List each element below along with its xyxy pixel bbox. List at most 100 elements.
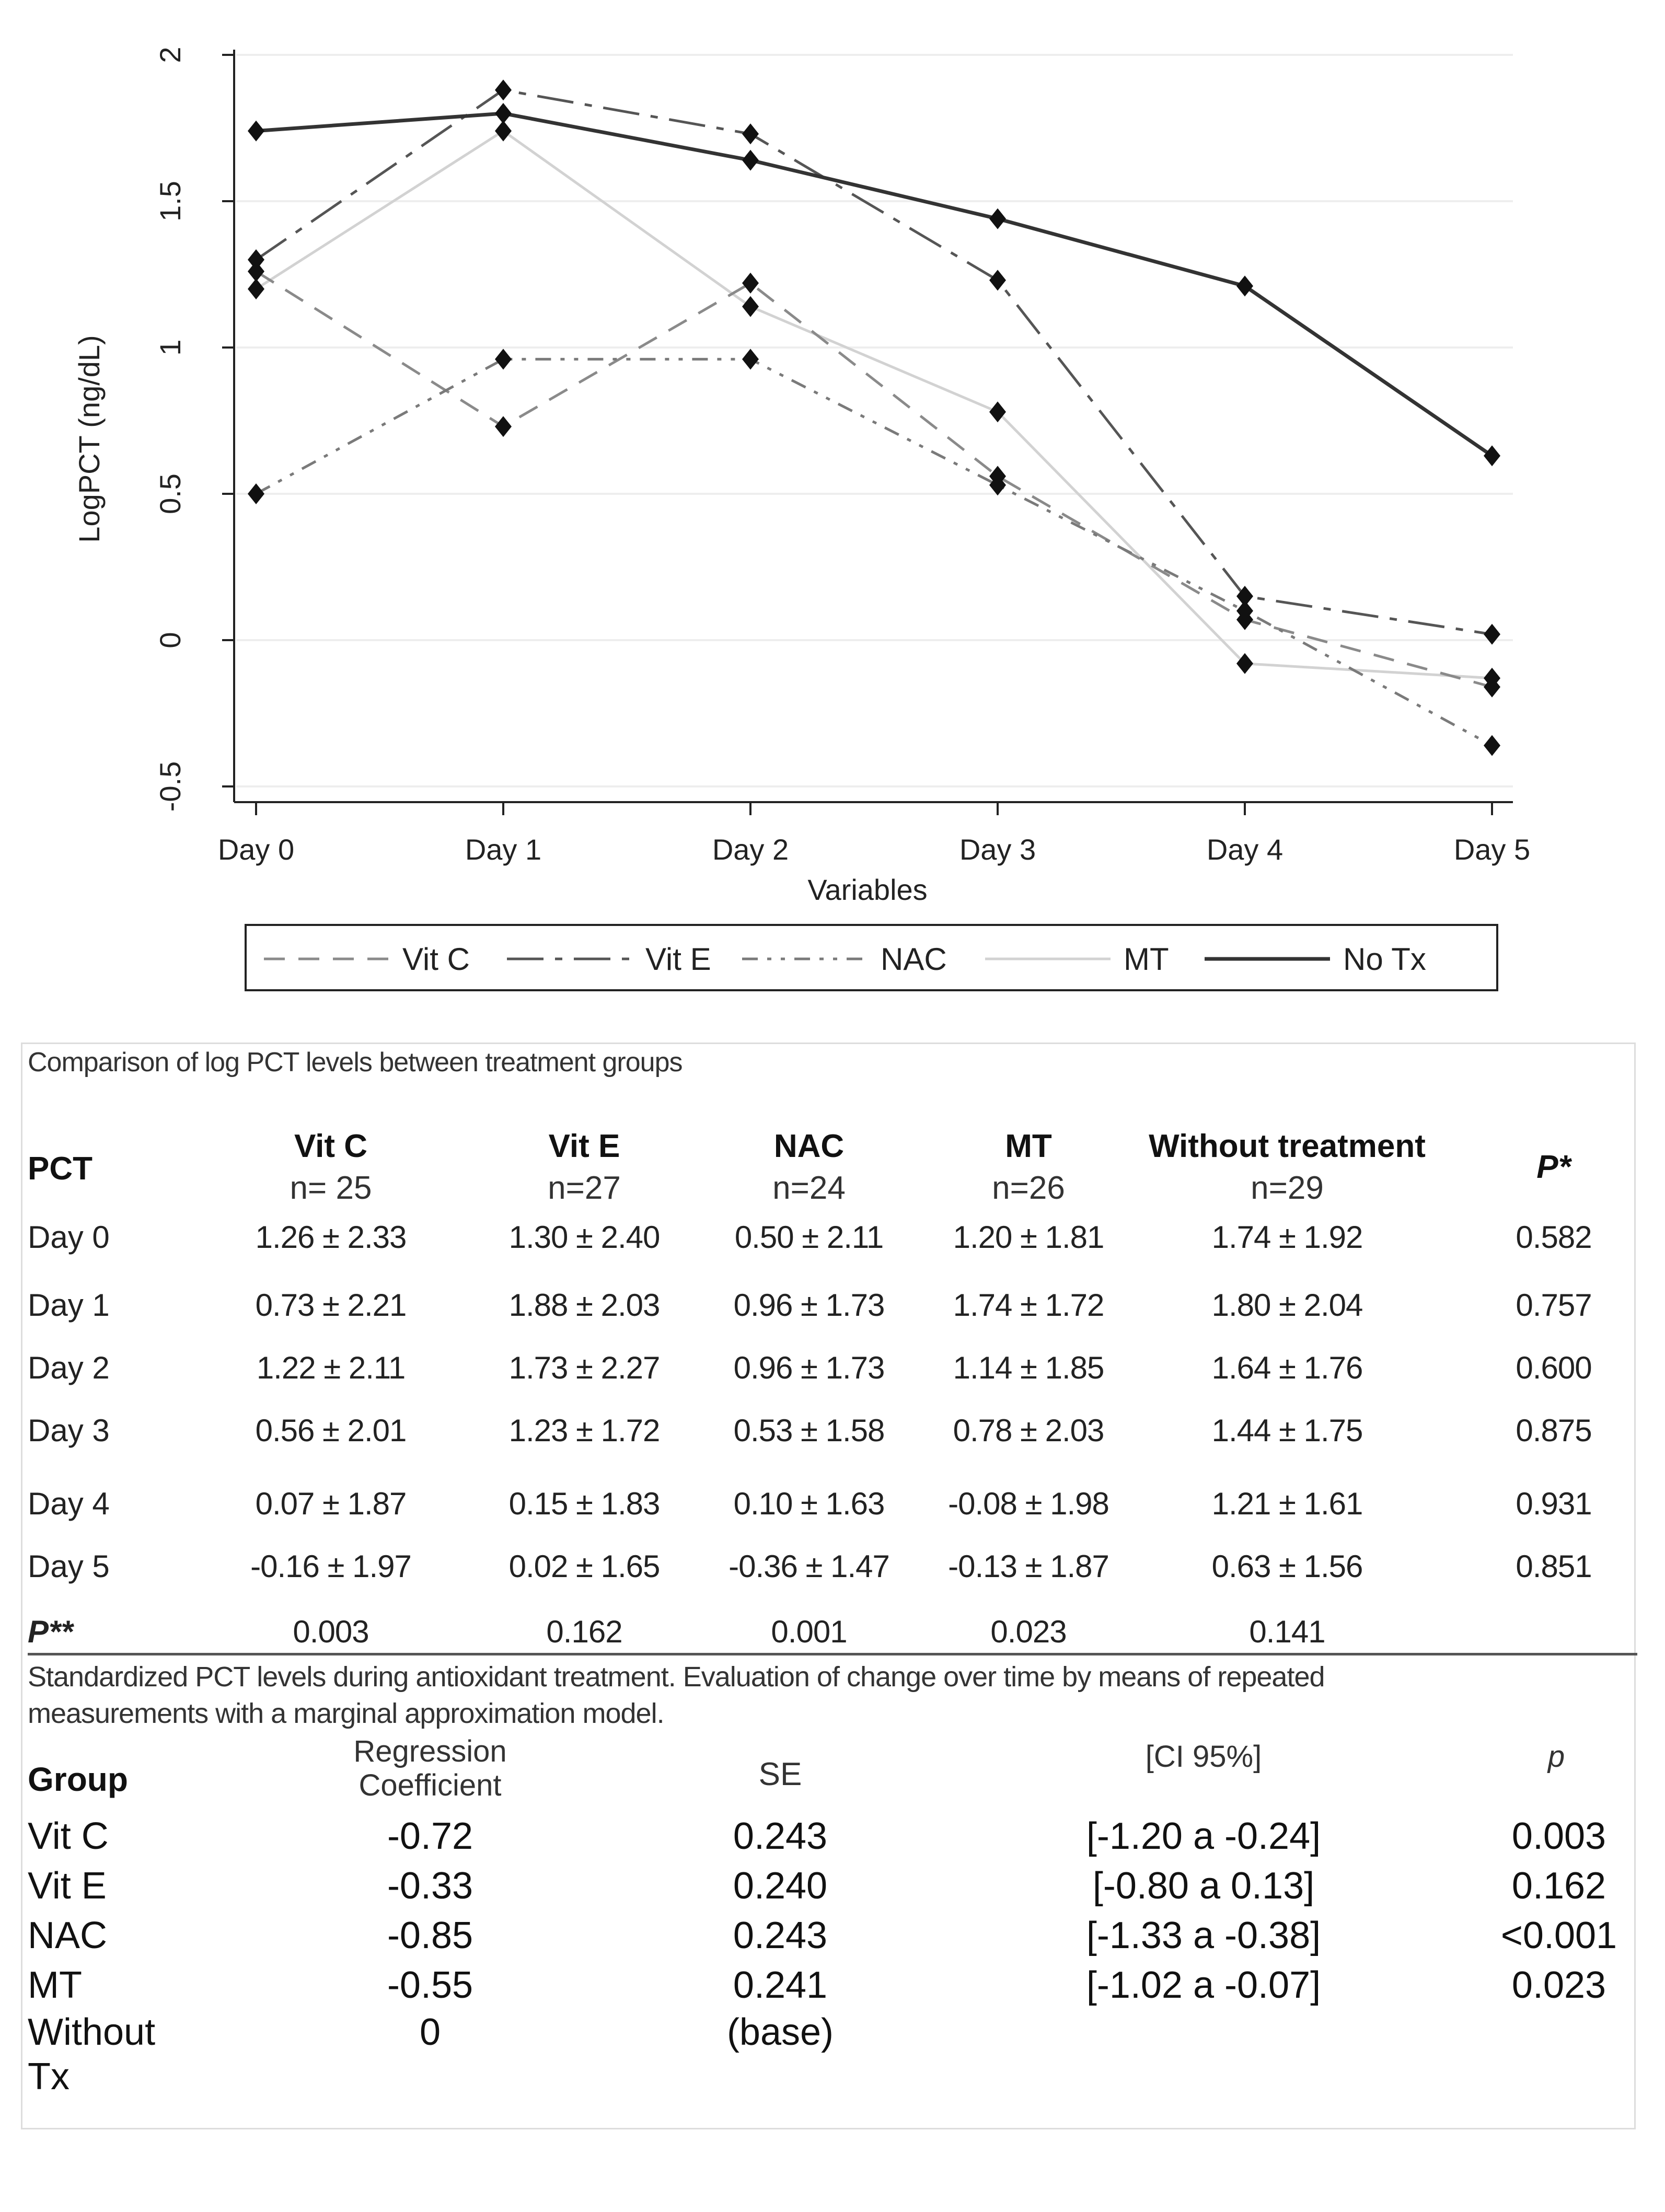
table2-cell-coef: 0	[419, 2011, 441, 2053]
x-ticks: Day 0 Day 1 Day 2 Day 3 Day 4 Day 5	[218, 802, 1530, 866]
series-markers	[248, 79, 1500, 756]
table2-caption-line1: Standardized PCT levels during antioxida…	[28, 1661, 1325, 1693]
table2-header-coef-line2: Coefficient	[359, 1768, 502, 1802]
table1-cell: 1.14 ± 1.85	[953, 1350, 1105, 1385]
table1-day-label: Day 3	[28, 1413, 110, 1448]
table-separator	[28, 1653, 1637, 1655]
table2-cell-ci: [-1.20 a -0.24]	[1086, 1815, 1321, 1857]
table1-p-value: 0.582	[1516, 1220, 1592, 1255]
table1-p-value: 0.851	[1516, 1549, 1592, 1584]
data-point-nac	[989, 474, 1006, 496]
series-line-nac	[255, 357, 1493, 747]
table1-cell: 0.50 ± 2.11	[734, 1220, 884, 1255]
table2-cell-p: 0.162	[1511, 1865, 1606, 1907]
table1-cell: 1.64 ± 1.76	[1211, 1350, 1363, 1385]
y-tick-label: 0.5	[154, 473, 187, 514]
table2-group-line2: Tx	[28, 2056, 70, 2098]
table1-cell: -0.36 ± 1.47	[729, 1549, 890, 1584]
table1-cell: 0.96 ± 1.73	[733, 1350, 885, 1385]
data-point-mt	[742, 296, 759, 317]
table1-p-value: 0.931	[1516, 1486, 1592, 1521]
table1-cell: 1.80 ± 2.04	[1211, 1288, 1363, 1323]
table1-p2-value: 0.162	[546, 1614, 622, 1649]
table1-row-header: PCT	[28, 1151, 92, 1187]
col-header-without-treatment: Without treatment	[1149, 1128, 1426, 1164]
table1-cell: 1.74 ± 1.92	[1211, 1220, 1363, 1255]
table2-cell-coef: -0.55	[387, 1964, 473, 2006]
x-tick-label: Day 3	[959, 833, 1036, 866]
table2-cell-se: (base)	[726, 2011, 834, 2053]
table1-cell: 0.10 ± 1.63	[733, 1486, 885, 1521]
table1-cell: 1.30 ± 2.40	[508, 1220, 661, 1255]
col-header-p: P*	[1536, 1149, 1571, 1185]
data-point-vit-e	[1484, 623, 1500, 645]
table1-p-value: 0.600	[1516, 1350, 1592, 1385]
data-point-vit-e	[1236, 586, 1253, 607]
y-tick-label: 2	[154, 47, 187, 63]
col-n-nac: n=24	[772, 1170, 846, 1206]
table1-cell: 0.07 ± 1.87	[255, 1486, 407, 1521]
col-n-vite: n=27	[548, 1170, 621, 1206]
y-axis-title: LogPCT (ng/dL)	[73, 335, 106, 542]
data-point-nac	[248, 483, 264, 504]
data-point-no-tx	[742, 149, 759, 171]
tables-panel: Comparison of log PCT levels between tre…	[21, 1043, 1637, 2129]
data-point-vit-c	[248, 261, 264, 282]
table2-group-label: Vit E	[28, 1865, 107, 1907]
x-axis-title: Variables	[807, 873, 927, 906]
table2-header-se: SE	[758, 1756, 802, 1792]
table1-cell: -0.13 ± 1.87	[948, 1549, 1109, 1584]
table1-cell: 0.63 ± 1.56	[1211, 1549, 1363, 1584]
table1-caption: Comparison of log PCT levels between tre…	[28, 1047, 683, 1078]
y-tick-label: -0.5	[154, 761, 187, 812]
x-tick-label: Day 5	[1454, 833, 1530, 866]
y-tick-label: 0	[154, 632, 187, 648]
legend: Vit C Vit E NAC MT No Tx	[245, 924, 1498, 991]
table1-cell: 0.96 ± 1.73	[733, 1288, 885, 1323]
y-ticks: -0.5 0 0.5 1 1.5 2	[154, 47, 234, 812]
data-point-no-tx	[248, 120, 264, 142]
x-tick-label: Day 2	[712, 833, 789, 866]
legend-label: No Tx	[1343, 942, 1426, 977]
table1-day-label: Day 0	[28, 1220, 110, 1255]
data-point-nac	[1484, 735, 1500, 756]
data-point-mt	[248, 279, 264, 299]
table1-cell: 1.26 ± 2.33	[255, 1220, 407, 1255]
data-point-nac	[742, 349, 759, 370]
data-point-vit-e	[495, 79, 512, 101]
table2-cell-ci: [-1.02 a -0.07]	[1086, 1964, 1321, 2006]
table1-cell: 1.21 ± 1.61	[1211, 1486, 1363, 1521]
table1-p2-value: 0.023	[990, 1614, 1067, 1649]
series-line-mt	[255, 129, 1493, 680]
table1-cell: -0.16 ± 1.97	[250, 1549, 412, 1584]
table2-group-label: Vit C	[28, 1815, 109, 1857]
table2-group-label: NAC	[28, 1915, 108, 1956]
table1-p-value: 0.875	[1516, 1413, 1592, 1448]
table2-cell-se: 0.240	[733, 1865, 828, 1907]
table1-cell: 1.23 ± 1.72	[508, 1413, 661, 1448]
table2-header-coef-line1: Regression	[353, 1734, 507, 1768]
x-tick-label: Day 4	[1207, 833, 1283, 866]
table1-p2-value: 0.003	[293, 1614, 369, 1649]
table2-cell-coef: -0.72	[387, 1815, 473, 1857]
table2-cell-ci: [-1.33 a -0.38]	[1086, 1915, 1321, 1956]
series-lines	[255, 88, 1493, 747]
data-point-nac	[1236, 600, 1253, 621]
y-tick-label: 1	[154, 339, 187, 355]
grid-lines	[236, 54, 1513, 787]
table2-cell-se: 0.241	[733, 1964, 828, 2006]
data-point-vit-e	[248, 249, 264, 270]
data-point-mt	[495, 120, 512, 142]
table2-cell-coef: -0.85	[387, 1915, 473, 1956]
table1-day-label: Day 2	[28, 1350, 110, 1385]
data-point-no-tx	[989, 208, 1006, 229]
col-n-without-treatment: n=29	[1251, 1170, 1324, 1206]
series-line-vit-c	[255, 270, 1493, 689]
table2-cell-se: 0.243	[733, 1815, 828, 1857]
table1-cell: -0.08 ± 1.98	[948, 1486, 1109, 1521]
table2-cell-p: 0.003	[1511, 1815, 1606, 1857]
x-tick-label: Day 0	[218, 833, 294, 866]
series-line-no-tx	[256, 111, 1493, 458]
data-point-no-tx	[1484, 445, 1500, 467]
